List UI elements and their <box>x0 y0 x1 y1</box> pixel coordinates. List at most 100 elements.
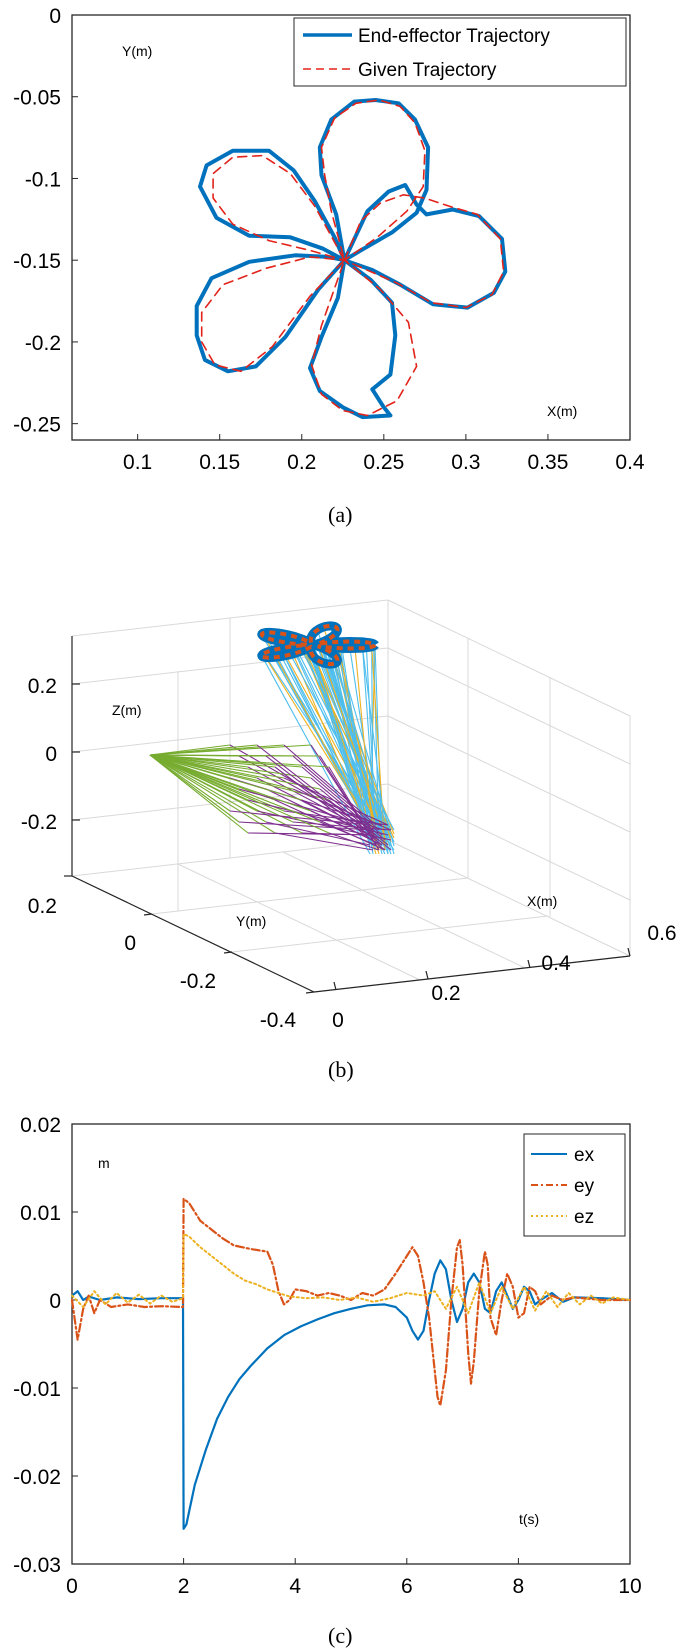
chart-b-caption: (b) <box>328 1057 354 1082</box>
chart-c-xtick-label: 2 <box>178 1575 190 1598</box>
chart-b-zlabel: Z(m) <box>112 702 142 718</box>
robot-link-base <box>149 754 267 757</box>
robot-link-base <box>149 754 258 812</box>
robot-link-base <box>149 754 276 834</box>
chart-b-xlabel: X(m) <box>527 893 557 909</box>
robot-link-base <box>149 754 294 790</box>
chart-a: 0.1 0.15 0.2 0.25 0.3 0.35 0.4 0 -0.05 -0.1 -0.15 -… <box>13 5 645 527</box>
legend-label-given: Given Trajectory <box>358 60 497 81</box>
robot-link-upper <box>365 642 377 839</box>
robot-link-upper <box>372 643 380 843</box>
chart-c-xtick-label: 0 <box>66 1575 78 1598</box>
legend-label-ex: ex <box>574 1145 595 1166</box>
chart-a-ytick-label: -0.05 <box>13 87 61 110</box>
chart-c-ytick-label: 0 <box>49 1290 61 1313</box>
chart-c-caption: (c) <box>328 1623 352 1648</box>
chart-a-xlabel: X(m) <box>547 403 577 419</box>
chart-b-ytick-3: -0.4 <box>260 1009 297 1032</box>
chart-c-ylabel: m <box>98 1155 110 1171</box>
chart-b-ztick-1: 0 <box>45 743 57 766</box>
robot-link-middle <box>319 788 389 846</box>
robot-link-base <box>149 744 258 756</box>
robot-link-middle <box>274 766 386 851</box>
chart-c-ytick-label: -0.02 <box>13 1466 61 1489</box>
robot-link-middle <box>238 821 374 831</box>
chart-b-ytick-2: -0.2 <box>180 970 216 993</box>
chart-b-ytick-0: 0.2 <box>28 895 57 918</box>
chart-b: 0.2 0 -0.2 0.2 0 -0.2 -0.4 0 0.2 0.4 0.6… <box>21 599 677 1082</box>
robot-link-upper <box>309 642 374 847</box>
chart-c-ytick-label: 0.02 <box>20 1114 61 1137</box>
chart-b-xtick-1: 0.2 <box>431 982 460 1005</box>
chart-c-ytick-label: -0.01 <box>13 1378 61 1401</box>
robot-link-upper <box>317 643 389 847</box>
robot-link-middle <box>265 755 383 846</box>
robot-link-base <box>149 754 285 779</box>
robot-link-base <box>149 754 321 823</box>
robot-link-middle <box>292 755 380 831</box>
robot-link-upper <box>362 647 389 855</box>
robot-link-base <box>149 754 249 834</box>
chart-a-ytick-label: -0.25 <box>13 414 61 437</box>
chart-b-tick-labels: 0.2 0 -0.2 0.2 0 -0.2 -0.4 0 0.2 0.4 0.6 <box>21 675 677 1032</box>
robot-link-middle <box>256 744 380 841</box>
robot-link-upper <box>305 640 371 843</box>
chart-c-ytick-label: 0.01 <box>20 1202 61 1225</box>
chart-c-axes-box <box>71 1123 631 1565</box>
chart-a-caption: (a) <box>328 502 352 527</box>
robot-link-base <box>149 754 312 812</box>
chart-a-xtick-label: 0.35 <box>528 451 569 474</box>
chart-c-legend-box <box>523 1133 626 1237</box>
chart-c-xtick-label: 6 <box>401 1575 413 1598</box>
chart-a-xtick-label: 0.3 <box>451 451 480 474</box>
chart-c-xtick-label: 4 <box>289 1575 301 1598</box>
chart-c-series <box>70 1197 632 1530</box>
chart-a-ytick-label: -0.15 <box>13 250 61 273</box>
chart-b-ylabel: Y(m) <box>236 913 266 929</box>
robot-link-upper <box>340 641 371 831</box>
chart-b-xtick-3: 0.6 <box>647 922 676 945</box>
series-ey <box>70 1197 632 1407</box>
robot-link-base <box>149 754 231 812</box>
chart-b-ztick-0: 0.2 <box>28 675 57 698</box>
series-ex <box>70 1259 632 1530</box>
chart-c-xlabel: t(s) <box>519 1511 539 1527</box>
chart-c-xtick-label: 8 <box>513 1575 525 1598</box>
chart-a-xtick-label: 0.15 <box>199 451 240 474</box>
chart-a-xtick-label: 0.4 <box>615 451 645 474</box>
chart-a-legend-box <box>293 17 627 87</box>
robot-link-upper <box>353 641 374 835</box>
chart-b-ztick-2: -0.2 <box>21 811 57 834</box>
robot-link-base <box>149 754 330 834</box>
chart-b-ytick-1: 0 <box>124 932 136 955</box>
robot-link-middle <box>283 744 377 826</box>
chart-c-xtick-label: 10 <box>618 1575 641 1598</box>
chart-a-xtick-label: 0.25 <box>363 451 404 474</box>
legend-label-ey: ey <box>574 1176 595 1197</box>
series-ez <box>71 1233 631 1315</box>
chart-a-series <box>194 98 508 420</box>
chart-b-end-effector-path <box>257 621 380 669</box>
robot-link-middle <box>283 777 389 826</box>
robot-link-base <box>149 754 276 768</box>
chart-c-legend: ex ey ez <box>523 1133 626 1237</box>
robot-link-middle <box>301 799 371 836</box>
robot-link-middle <box>328 832 380 851</box>
robot-link-upper <box>320 643 392 851</box>
robot-link-middle <box>301 766 383 836</box>
robot-link-base <box>149 754 267 823</box>
chart-a-ytick-label: -0.1 <box>25 168 61 191</box>
chart-b-xtick-0: 0 <box>332 1009 344 1032</box>
chart-a-axes-box <box>71 14 631 441</box>
robot-link-base <box>149 754 303 801</box>
chart-a-ticks: 0.1 0.15 0.2 0.25 0.3 0.35 0.4 0 -0.05 -0.1 -0.15 -… <box>13 5 645 474</box>
chart-c-ytick-label: -0.03 <box>13 1554 61 1577</box>
series-given-trajectory <box>200 99 505 417</box>
legend-label-end-effector: End-effector Trajectory <box>358 26 550 47</box>
chart-a-ylabel: Y(m) <box>122 43 152 59</box>
chart-c: 0 2 4 6 8 10 0.02 0.01 0 -0.01 -0.02 -0.03 m t(s) e… <box>13 1114 642 1648</box>
chart-a-ytick-label: -0.2 <box>25 332 61 355</box>
chart-a-legend: End-effector Trajectory Given Trajectory <box>293 17 627 87</box>
robot-link-middle <box>310 810 374 841</box>
